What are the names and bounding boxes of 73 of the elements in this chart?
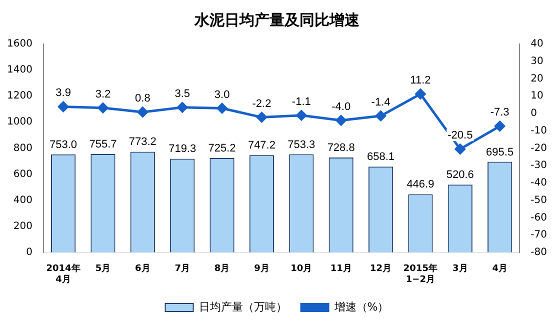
y2-tick-label: -70 bbox=[530, 230, 548, 241]
x-tick-label: 8月 bbox=[214, 263, 230, 274]
x-tick-label: 12月 bbox=[370, 263, 392, 274]
x-tick-label: 10月 bbox=[290, 263, 312, 274]
data-label: 0.8 bbox=[135, 92, 150, 105]
x-tick-label: 3月 bbox=[452, 263, 468, 274]
chart-title: 水泥日均产量及同比增速 bbox=[194, 10, 360, 29]
point bbox=[256, 112, 267, 123]
y2-tick-label: 20 bbox=[530, 73, 544, 84]
point bbox=[296, 110, 307, 121]
data-label: -1.4 bbox=[371, 96, 390, 108]
x-tick-label: 2014年 4月 bbox=[46, 263, 80, 285]
data-label: 3.5 bbox=[174, 88, 190, 100]
y2-tick-label: -30 bbox=[530, 160, 548, 172]
y-tick-label: 800 bbox=[13, 142, 32, 154]
point bbox=[216, 103, 228, 114]
y2-tick-label: -60 bbox=[530, 212, 548, 224]
point bbox=[137, 106, 148, 118]
data-label: 719.3 bbox=[168, 143, 196, 156]
y-tick-label: 1600 bbox=[6, 38, 32, 50]
data-label: 520.6 bbox=[446, 169, 474, 182]
y-tick-label: 200 bbox=[13, 220, 32, 232]
data-label: 725.2 bbox=[208, 142, 236, 154]
x-tick-label: 4月 bbox=[492, 263, 508, 274]
y-tick-label: 400 bbox=[13, 194, 32, 206]
data-label: 755.7 bbox=[89, 138, 117, 150]
data-label: 3.9 bbox=[56, 87, 71, 100]
x-tick-label: 11月 bbox=[330, 263, 352, 274]
y2-tick-label: 40 bbox=[530, 38, 544, 50]
y-tick-label: 1000 bbox=[6, 116, 32, 128]
point bbox=[415, 88, 426, 100]
data-label: -20.5 bbox=[448, 130, 473, 142]
data-label: -2.2 bbox=[252, 98, 272, 110]
y2-tick-label: -10 bbox=[530, 125, 548, 136]
y2-tick-label: -80 bbox=[530, 246, 548, 258]
x-tick-label: 6月 bbox=[135, 263, 150, 274]
data-label: 728.8 bbox=[327, 142, 355, 154]
data-label: 3.2 bbox=[95, 88, 111, 100]
data-label: 11.2 bbox=[410, 74, 431, 87]
y2-tick-label: -20 bbox=[530, 142, 548, 154]
point bbox=[177, 102, 188, 113]
y-tick-label: 0 bbox=[26, 246, 32, 258]
x-tick-label: 9月 bbox=[254, 263, 270, 274]
data-label: 446.9 bbox=[406, 178, 434, 191]
data-label: -4.0 bbox=[332, 100, 351, 113]
data-label: 747.2 bbox=[248, 140, 276, 152]
legend-label: 增速（%） bbox=[333, 300, 389, 314]
point bbox=[376, 110, 386, 122]
data-label: 3.0 bbox=[214, 88, 230, 101]
y-tick-label: 600 bbox=[13, 168, 32, 180]
y-tick-label: 1400 bbox=[6, 64, 32, 76]
point bbox=[98, 102, 108, 114]
x-tick-label: 2015年 1−2月 bbox=[403, 263, 438, 285]
point bbox=[58, 101, 69, 112]
data-label: 658.1 bbox=[367, 151, 395, 164]
legend-label: 日均产量（万吨） bbox=[198, 300, 287, 314]
x-tick-label: 5月 bbox=[95, 263, 111, 274]
data-label: -7.3 bbox=[490, 106, 510, 119]
point bbox=[454, 144, 466, 154]
data-label: 753.3 bbox=[288, 138, 316, 151]
y2-tick-label: 30 bbox=[530, 56, 544, 67]
data-label: 773.2 bbox=[128, 136, 156, 148]
y2-tick-label: -40 bbox=[530, 178, 548, 189]
data-label: 753.0 bbox=[50, 138, 78, 151]
data-label: -1.1 bbox=[292, 96, 311, 108]
y-tick-label: 1200 bbox=[6, 90, 32, 102]
y2-tick-label: 10 bbox=[530, 90, 544, 102]
x-tick-label: 7月 bbox=[174, 263, 190, 274]
data-label: 695.5 bbox=[486, 146, 514, 158]
point bbox=[336, 115, 346, 126]
y2-tick-label: -50 bbox=[530, 194, 548, 206]
point bbox=[494, 120, 506, 132]
y2-tick-label: 0 bbox=[530, 108, 538, 120]
